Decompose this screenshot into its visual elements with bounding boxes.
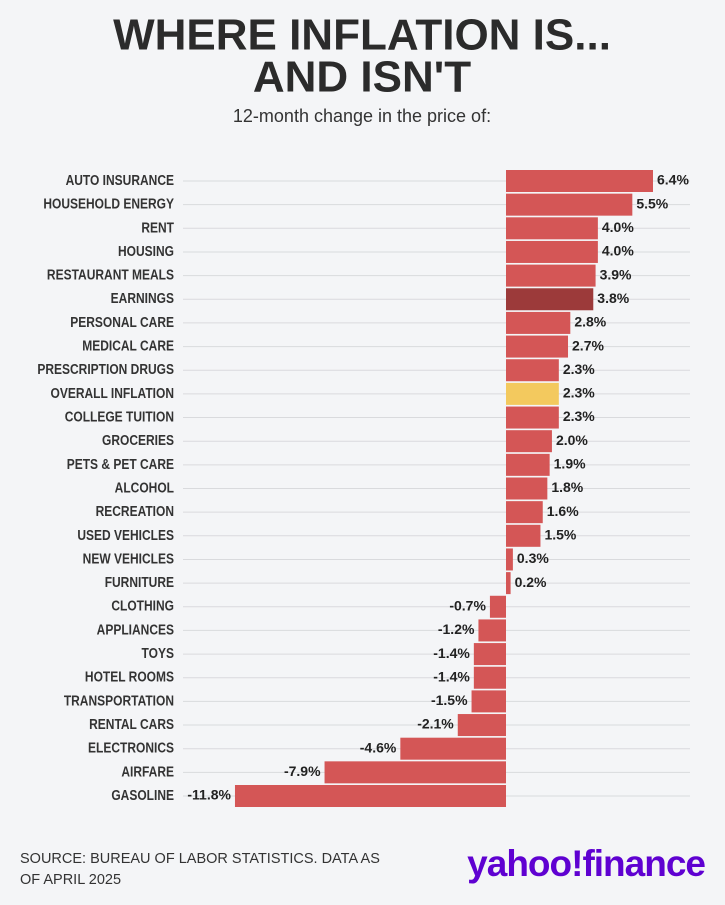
category-label: AIRFARE bbox=[121, 763, 174, 780]
category-label: RENT bbox=[141, 219, 174, 236]
value-label: 2.0% bbox=[556, 432, 588, 448]
bar bbox=[506, 240, 598, 263]
category-label: RESTAURANT MEALS bbox=[47, 266, 174, 283]
category-label: COLLEGE TUITION bbox=[65, 408, 174, 425]
category-label: HOUSEHOLD ENERGY bbox=[43, 195, 174, 212]
category-label: RECREATION bbox=[96, 503, 174, 520]
category-label: PETS & PET CARE bbox=[67, 456, 174, 473]
bar bbox=[457, 714, 506, 737]
category-label: FURNITURE bbox=[105, 574, 174, 591]
bar bbox=[506, 217, 598, 240]
bar bbox=[506, 453, 550, 476]
bar bbox=[234, 785, 506, 807]
value-label: 4.0% bbox=[602, 219, 634, 235]
bar bbox=[324, 761, 506, 784]
category-label: AUTO INSURANCE bbox=[66, 172, 174, 189]
bar bbox=[506, 430, 552, 453]
value-label: 4.0% bbox=[602, 243, 634, 259]
category-label: TRANSPORTATION bbox=[64, 692, 174, 709]
value-label: -1.4% bbox=[433, 645, 470, 661]
bar bbox=[471, 690, 506, 713]
source: SOURCE: BUREAU OF LABOR STATISTICS. DATA… bbox=[20, 851, 380, 867]
bar bbox=[506, 572, 511, 595]
value-label: 1.9% bbox=[554, 456, 586, 472]
chart-subtitle: 12-month change in the price of: bbox=[233, 106, 491, 126]
value-label: -4.6% bbox=[360, 739, 397, 755]
value-label: 1.8% bbox=[551, 479, 583, 495]
bar bbox=[506, 288, 594, 311]
category-label: GROCERIES bbox=[102, 432, 174, 449]
value-label: 0.2% bbox=[515, 574, 547, 590]
bar bbox=[506, 524, 541, 547]
category-label: USED VEHICLES bbox=[77, 527, 174, 544]
category-label: TOYS bbox=[142, 645, 174, 662]
value-label: -0.7% bbox=[449, 597, 486, 613]
value-label: 3.9% bbox=[600, 266, 632, 282]
value-label: -7.9% bbox=[284, 763, 321, 779]
value-label: 3.8% bbox=[597, 290, 629, 306]
bar bbox=[478, 619, 506, 642]
bar bbox=[506, 477, 548, 500]
value-label: -1.2% bbox=[438, 621, 475, 637]
bar bbox=[506, 382, 559, 405]
value-label: 1.5% bbox=[544, 527, 576, 543]
category-label: GASOLINE bbox=[111, 787, 174, 804]
bar bbox=[489, 595, 506, 618]
bar bbox=[506, 170, 653, 192]
value-label: 2.7% bbox=[572, 337, 604, 353]
chart-title: AND ISN'T bbox=[253, 53, 471, 102]
bar bbox=[506, 406, 559, 429]
bar bbox=[506, 193, 633, 216]
value-label: 2.3% bbox=[563, 361, 595, 377]
value-label: -1.5% bbox=[431, 692, 468, 708]
value-label: 1.6% bbox=[547, 503, 579, 519]
value-label: 6.4% bbox=[657, 172, 689, 188]
category-label: RENTAL CARS bbox=[89, 716, 174, 733]
category-label: PERSONAL CARE bbox=[70, 314, 174, 331]
bar bbox=[506, 501, 543, 524]
value-label: 2.3% bbox=[563, 408, 595, 424]
category-label: ALCOHOL bbox=[115, 479, 174, 496]
bar bbox=[506, 359, 559, 382]
bar bbox=[473, 666, 506, 689]
source: OF APRIL 2025 bbox=[20, 872, 121, 888]
bar bbox=[506, 264, 596, 287]
category-label: MEDICAL CARE bbox=[82, 337, 174, 354]
value-label: 2.8% bbox=[574, 314, 606, 330]
category-label: APPLIANCES bbox=[97, 621, 174, 638]
logo: yahoo!finance bbox=[467, 843, 705, 884]
category-label: HOTEL ROOMS bbox=[85, 668, 174, 685]
category-label: PRESCRIPTION DRUGS bbox=[37, 361, 174, 378]
value-label: -11.8% bbox=[187, 787, 231, 803]
bar bbox=[400, 737, 506, 760]
value-label: 2.3% bbox=[563, 385, 595, 401]
category-label: NEW VEHICLES bbox=[83, 550, 174, 567]
category-label: HOUSING bbox=[118, 243, 174, 260]
value-label: 0.3% bbox=[517, 550, 549, 566]
value-label: -2.1% bbox=[417, 716, 454, 732]
chart-title: WHERE INFLATION IS... bbox=[113, 11, 611, 60]
value-label: 5.5% bbox=[636, 195, 668, 211]
bar bbox=[473, 643, 506, 666]
category-label: ELECTRONICS bbox=[88, 739, 174, 756]
category-label: CLOTHING bbox=[111, 597, 174, 614]
category-label: EARNINGS bbox=[111, 290, 174, 307]
bar bbox=[506, 548, 513, 571]
bar bbox=[506, 335, 569, 358]
value-label: -1.4% bbox=[433, 668, 470, 684]
bar bbox=[506, 311, 571, 334]
category-label: OVERALL INFLATION bbox=[50, 385, 174, 402]
